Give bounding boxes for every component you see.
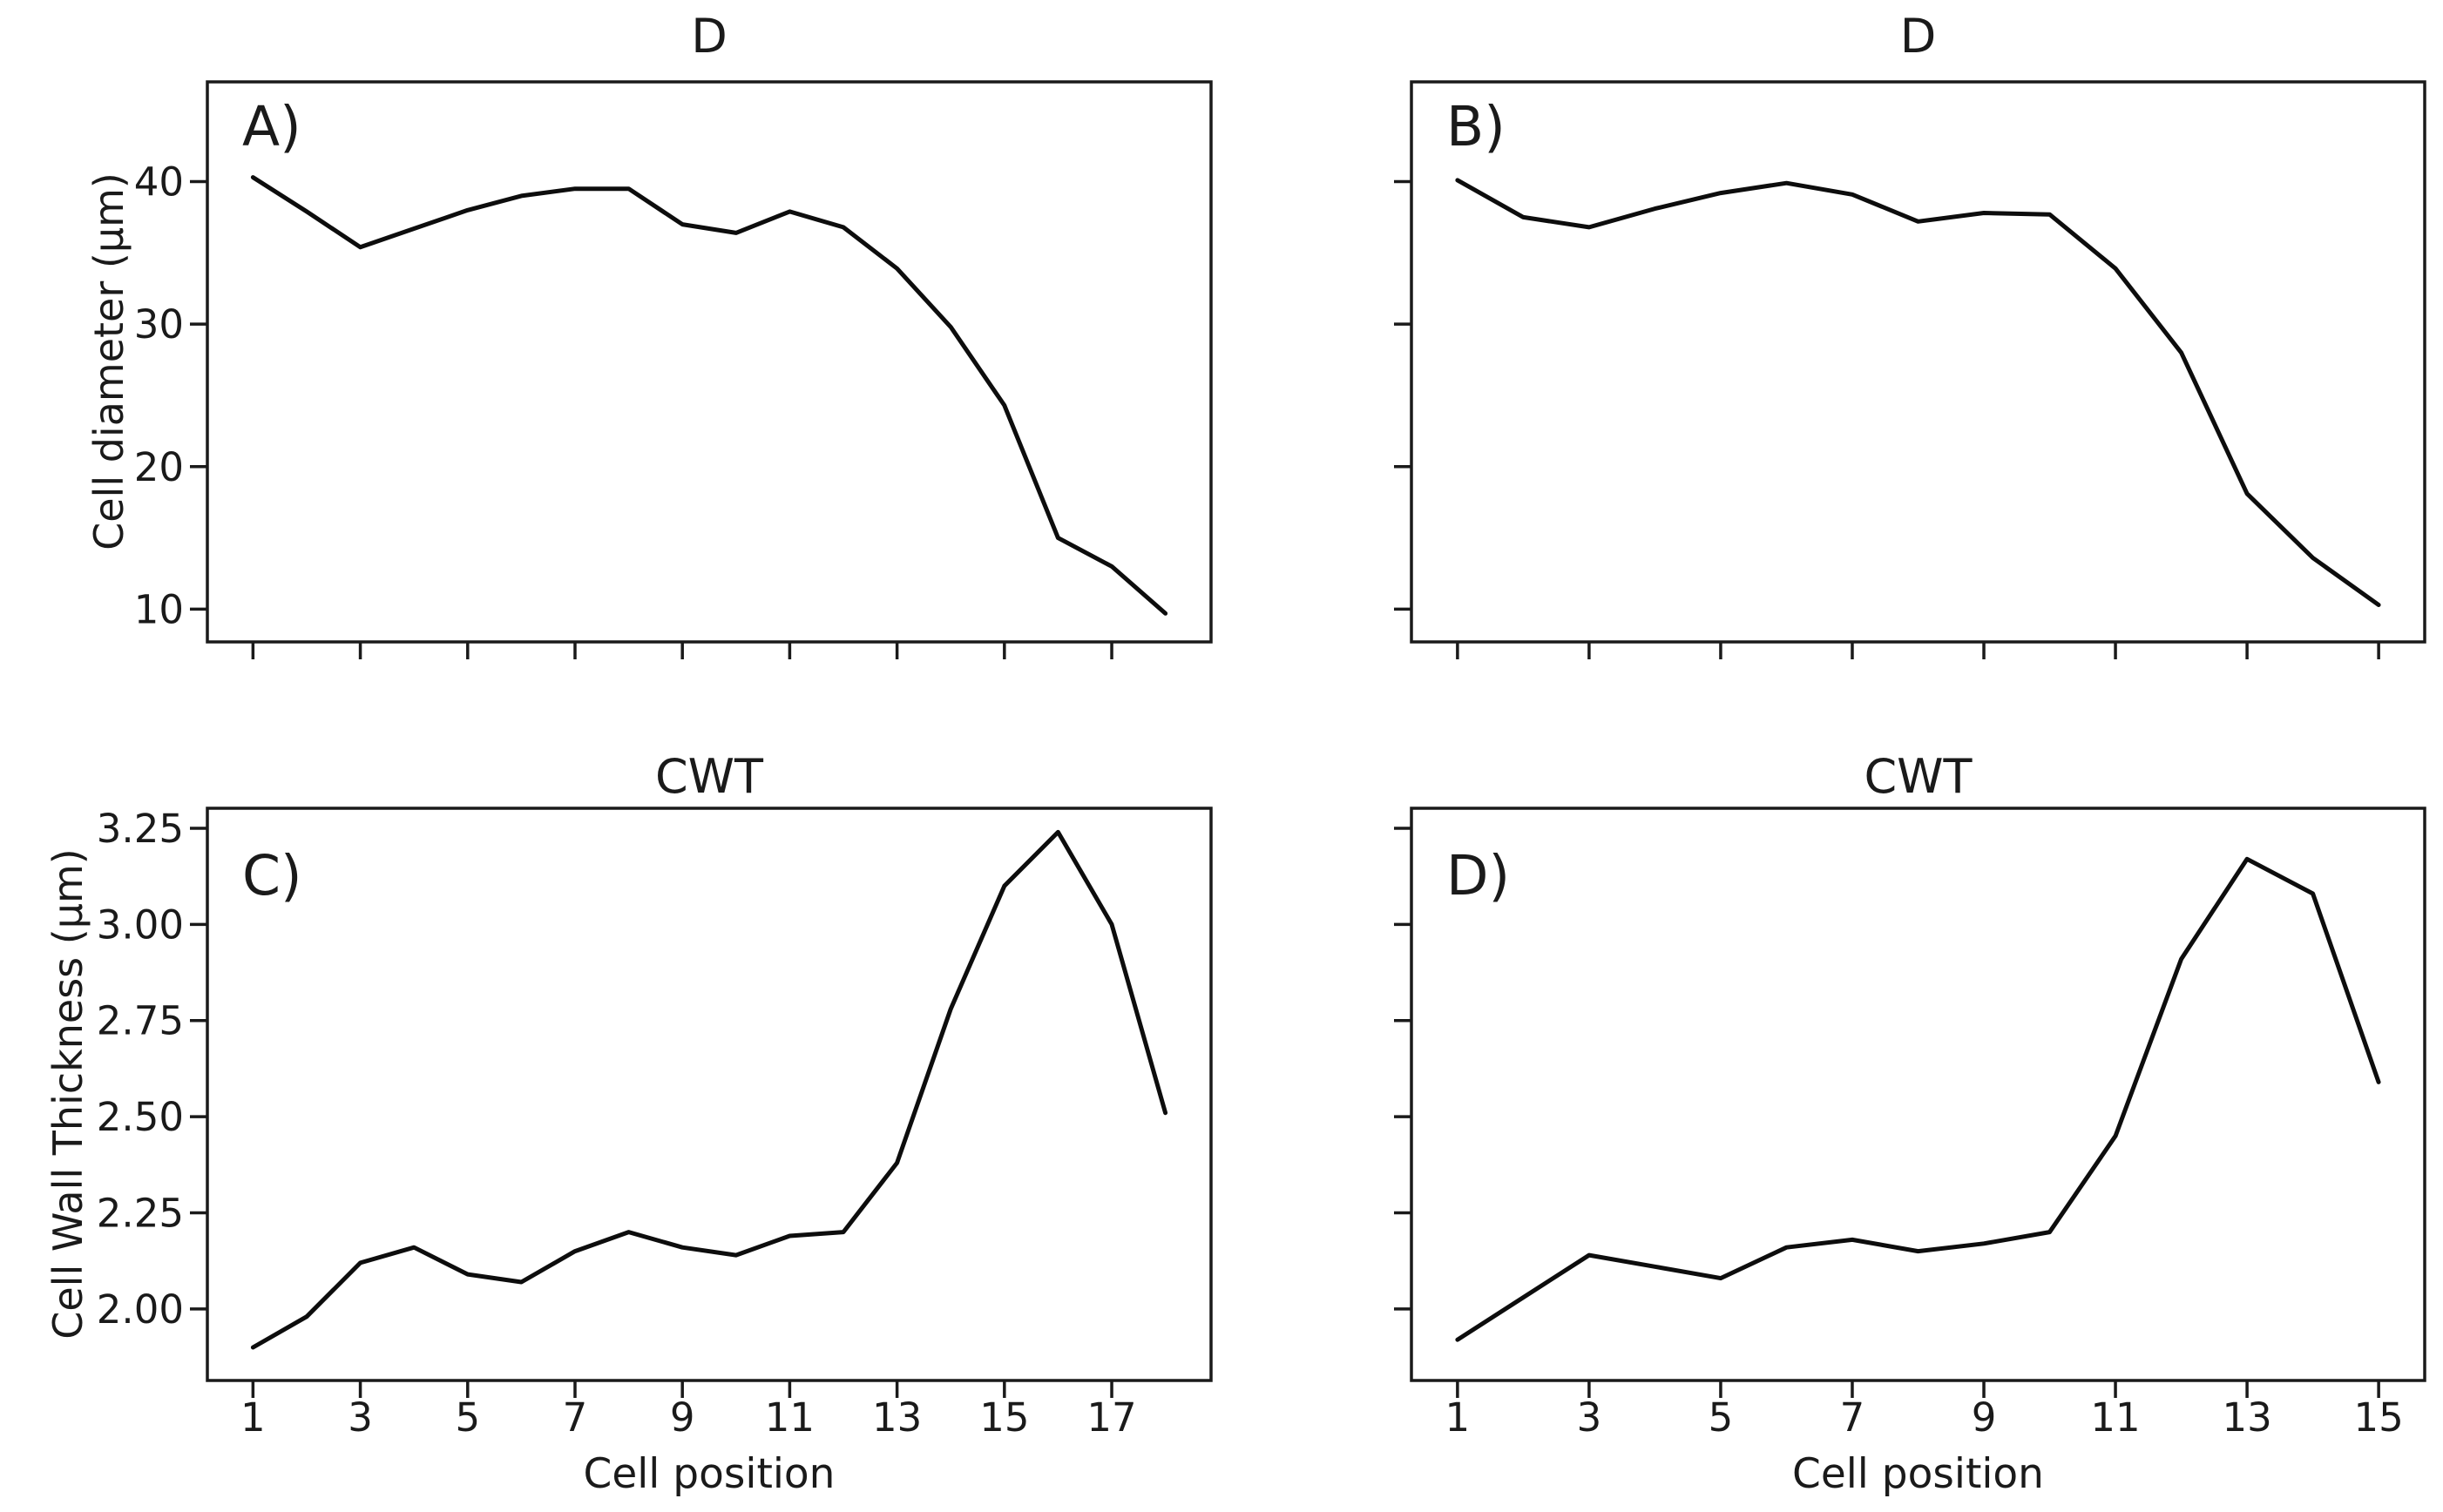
x-tick-label: 15	[979, 1394, 1029, 1441]
panel-c-letter: C)	[242, 844, 302, 908]
axes-frame	[1410, 80, 2426, 644]
y-tick-label: 2.50	[97, 1094, 184, 1140]
x-tick-label: 13	[872, 1394, 922, 1441]
panel-c: CWT Cell Wall Thickness (μm) C) Cell pos…	[0, 749, 1222, 1512]
y-tick-label: 40	[134, 159, 184, 206]
axes-frame	[206, 80, 1213, 644]
panel-a-title: D	[691, 9, 727, 64]
panel-d: CWT D) Cell position 1 3 5 7 9 11 13 15	[1222, 749, 2443, 1512]
panel-a: D Cell diameter (μm) A) 10 20 30 40	[0, 0, 1222, 749]
x-tick-label: 1	[1445, 1394, 1471, 1441]
data-line	[250, 829, 1168, 1350]
panel-b-letter: B)	[1446, 95, 1506, 159]
panel-c-title: CWT	[654, 749, 764, 804]
y-tick-label: 3.00	[97, 901, 184, 948]
panel-c-plot: 1 3 5 7 9 11 13 15 172.002.252.502.753.003.25	[97, 806, 1213, 1441]
x-tick-label: 17	[1086, 1394, 1136, 1441]
y-tick-label: 2.75	[97, 998, 184, 1044]
panel-d-letter: D)	[1446, 844, 1511, 908]
panel-d-title: CWT	[1864, 749, 1973, 804]
x-tick-label: 5	[1709, 1394, 1734, 1441]
axes-frame	[1410, 807, 2426, 1382]
x-axis-label-cell-position: Cell position	[583, 1450, 836, 1498]
axes-frame	[206, 807, 1213, 1382]
x-tick-label: 11	[2090, 1394, 2140, 1441]
y-tick-label: 2.25	[97, 1190, 184, 1236]
x-tick-label: 7	[1840, 1394, 1865, 1441]
x-tick-label: 13	[2222, 1394, 2271, 1441]
x-tick-label: 7	[563, 1394, 588, 1441]
panel-b-plot	[1394, 80, 2426, 659]
data-line	[250, 175, 1168, 616]
panel-b: D B)	[1222, 0, 2443, 749]
panel-a-letter: A)	[242, 95, 301, 159]
x-tick-label: 3	[1577, 1394, 1602, 1441]
x-axis-label-cell-position-2: Cell position	[1792, 1450, 2044, 1498]
x-tick-label: 3	[348, 1394, 373, 1441]
x-tick-label: 1	[240, 1394, 266, 1441]
x-tick-label: 9	[670, 1394, 695, 1441]
x-tick-label: 11	[765, 1394, 815, 1441]
y-tick-label: 20	[134, 444, 184, 490]
y-tick-label: 10	[134, 586, 184, 632]
panel-a-plot: 10 20 30 40	[134, 80, 1213, 659]
data-line	[1455, 856, 2381, 1342]
y-tick-label: 3.25	[97, 806, 184, 852]
y-tick-label: 2.00	[97, 1286, 184, 1333]
panel-b-title: D	[1899, 9, 1937, 64]
x-tick-label: 15	[2354, 1394, 2404, 1441]
y-tick-label: 30	[134, 301, 184, 348]
x-tick-label: 9	[1972, 1394, 1997, 1441]
data-line	[1455, 178, 2381, 607]
panel-d-plot: 1 3 5 7 9 11 13 15	[1394, 807, 2426, 1441]
x-tick-label: 5	[455, 1394, 480, 1441]
